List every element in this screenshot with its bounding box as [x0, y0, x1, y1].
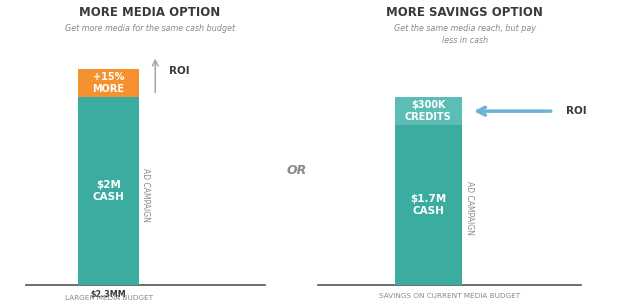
Text: MORE MEDIA OPTION: MORE MEDIA OPTION: [79, 6, 220, 19]
Text: ROI: ROI: [566, 106, 587, 116]
Text: MORE SAVINGS OPTION: MORE SAVINGS OPTION: [386, 6, 544, 19]
Bar: [394, 97, 462, 125]
Bar: [394, 125, 462, 285]
Text: $2M
CASH: $2M CASH: [92, 180, 125, 202]
Text: +15%
MORE: +15% MORE: [92, 72, 125, 94]
Text: OR: OR: [286, 164, 306, 177]
Text: $2.3MM: $2.3MM: [90, 290, 127, 299]
Text: AD CAMPAIGN: AD CAMPAIGN: [141, 168, 150, 222]
Bar: [79, 97, 139, 285]
Text: SAVINGS ON CURRENT MEDIA BUDGET: SAVINGS ON CURRENT MEDIA BUDGET: [379, 292, 520, 299]
Text: Get more media for the same cash budget: Get more media for the same cash budget: [65, 24, 235, 33]
Text: Get the same media reach, but pay
less in cash: Get the same media reach, but pay less i…: [394, 24, 536, 45]
Text: ROI: ROI: [169, 66, 190, 76]
Bar: [79, 69, 139, 97]
Text: $1.7M
CASH: $1.7M CASH: [410, 194, 446, 216]
Text: LARGER MEDIA BUDGET: LARGER MEDIA BUDGET: [64, 295, 153, 301]
Text: $300K
CREDITS: $300K CREDITS: [405, 100, 452, 122]
Text: AD CAMPAIGN: AD CAMPAIGN: [465, 181, 474, 235]
